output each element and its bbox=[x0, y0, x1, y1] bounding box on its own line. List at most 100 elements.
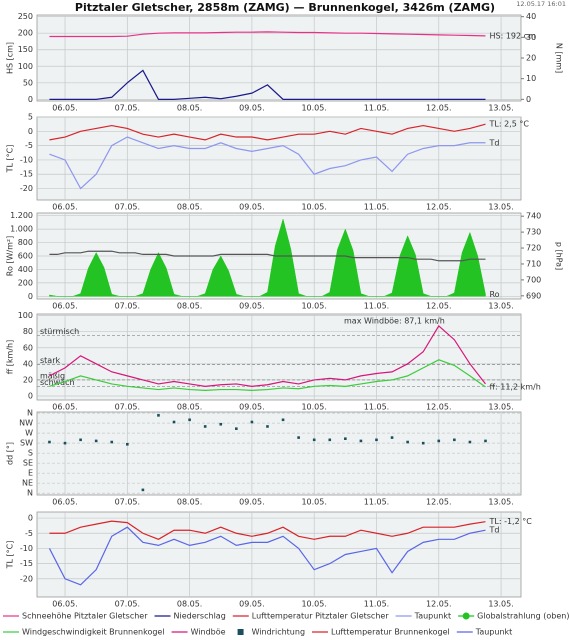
scatter-point bbox=[421, 441, 425, 445]
y-tick-label: -5 bbox=[25, 141, 33, 150]
x-tick-label: 10.05. bbox=[301, 600, 326, 609]
y2-tick-label: 720 bbox=[526, 244, 541, 253]
scatter-point bbox=[297, 436, 300, 439]
y-tick-label: -10 bbox=[20, 155, 33, 164]
x-tick-label: 07.05. bbox=[115, 104, 140, 113]
x-tick-label: 09.05. bbox=[239, 498, 264, 507]
scatter-point bbox=[344, 437, 347, 441]
x-tick-label: 12.05. bbox=[426, 600, 451, 609]
x-tick-label: 07.05. bbox=[115, 600, 140, 609]
legend-label: Windgeschwindigkeit Brunnenkogel bbox=[22, 628, 165, 637]
x-tick-label: 11.05. bbox=[364, 498, 389, 507]
y-axis-label: dd [°] bbox=[6, 442, 15, 465]
scatter-point bbox=[359, 439, 363, 443]
scatter-point bbox=[235, 427, 238, 430]
y-axis-label: ff [km/h] bbox=[6, 340, 15, 375]
y-tick-label: 5 bbox=[28, 113, 33, 122]
line bbox=[48, 526, 486, 586]
x-tick-label: 10.05. bbox=[301, 498, 326, 507]
legend-label: Lufttemperatur Brunnenkogel bbox=[331, 628, 450, 637]
max-label: max Windböe: 87,1 km/h bbox=[344, 316, 445, 325]
scatter-point bbox=[453, 438, 456, 442]
x-tick-label: 08.05. bbox=[177, 498, 202, 507]
end-label: TL: -1,2 °C bbox=[488, 517, 532, 526]
y-tick-label: 0 bbox=[28, 514, 33, 523]
y2-tick-label: 20 bbox=[526, 54, 536, 63]
legend-marker bbox=[237, 629, 244, 635]
end-label: TL: 2,5 °C bbox=[488, 120, 529, 129]
line bbox=[49, 31, 486, 38]
x-tick-label: 11.05. bbox=[364, 600, 389, 609]
line bbox=[49, 123, 486, 141]
y-tick-label: E bbox=[28, 469, 33, 478]
y2-axis-label: N [mm] bbox=[555, 43, 564, 73]
scatter-point bbox=[172, 420, 176, 424]
y-tick-label: 150 bbox=[18, 45, 33, 54]
x-tick-label: 13.05. bbox=[488, 203, 513, 212]
x-tick-label: 09.05. bbox=[239, 203, 264, 212]
legend-label: Taupunkt bbox=[414, 612, 452, 621]
y-tick-label: 1.000 bbox=[10, 225, 33, 234]
scatter-point bbox=[157, 414, 160, 417]
x-tick-label: 06.05. bbox=[52, 104, 77, 113]
legend-label: Schneehöhe Pitztaler Gletscher bbox=[22, 612, 148, 621]
y-tick-label: 50 bbox=[23, 78, 33, 87]
y-tick-label: 600 bbox=[18, 252, 33, 261]
y-tick-label: W bbox=[25, 429, 33, 438]
legend-label: Taupunkt bbox=[475, 628, 513, 637]
x-tick-label: 12.05. bbox=[426, 498, 451, 507]
x-tick-label: 08.05. bbox=[177, 600, 202, 609]
scatter-point bbox=[48, 440, 51, 444]
scatter-point bbox=[203, 425, 207, 428]
y2-tick-label: 30 bbox=[526, 33, 536, 42]
reference-label: stürmisch bbox=[40, 327, 79, 336]
x-tick-label: 12.05. bbox=[426, 203, 451, 212]
y-tick-label: 20 bbox=[23, 375, 33, 384]
area bbox=[49, 218, 486, 297]
scatter-point bbox=[266, 425, 269, 428]
line bbox=[49, 250, 486, 262]
scatter-point bbox=[468, 440, 472, 444]
y-tick-label: 60 bbox=[23, 343, 33, 352]
scatter-point bbox=[94, 439, 98, 443]
scatter-point bbox=[63, 441, 67, 445]
line bbox=[49, 136, 486, 190]
x-tick-label: 09.05. bbox=[239, 403, 264, 412]
plot-area bbox=[36, 14, 522, 102]
y-tick-label: 0 bbox=[28, 391, 33, 400]
legend-label: Niederschlag bbox=[174, 612, 226, 621]
plot-area bbox=[36, 313, 522, 401]
plot-area bbox=[36, 116, 522, 201]
y-tick-label: -20 bbox=[20, 574, 33, 583]
y-tick-label: NE bbox=[22, 479, 33, 488]
y-tick-label: 0 bbox=[28, 95, 33, 104]
y-tick-label: 400 bbox=[18, 265, 33, 274]
legend-marker bbox=[462, 612, 470, 620]
y2-tick-label: 740 bbox=[526, 212, 541, 221]
end-label: Ro bbox=[489, 290, 499, 299]
y-axis-label: HS [cm] bbox=[6, 42, 15, 74]
scatter-point bbox=[110, 440, 114, 444]
scatter-point bbox=[141, 488, 145, 492]
y-axis-label: TL [°C] bbox=[6, 145, 15, 174]
x-tick-label: 06.05. bbox=[52, 302, 77, 311]
timestamp: 12.05.17 16:01 bbox=[516, 0, 566, 8]
x-tick-label: 10.05. bbox=[301, 104, 326, 113]
x-tick-label: 13.05. bbox=[488, 498, 513, 507]
end-label: Td bbox=[488, 138, 499, 147]
y-tick-label: S bbox=[28, 449, 33, 458]
legend-label: Lufttemperatur Pitztaler Gletscher bbox=[252, 612, 390, 621]
end-label: HS: 192 cm bbox=[489, 31, 536, 40]
x-tick-label: 09.05. bbox=[239, 302, 264, 311]
x-tick-label: 09.05. bbox=[239, 600, 264, 609]
x-tick-label: 13.05. bbox=[488, 302, 513, 311]
scatter-point bbox=[406, 440, 409, 444]
y-tick-label: SE bbox=[23, 459, 33, 468]
y2-tick-label: 700 bbox=[526, 275, 541, 284]
x-tick-label: 10.05. bbox=[301, 203, 326, 212]
x-tick-label: 06.05. bbox=[52, 600, 77, 609]
y-tick-label: 800 bbox=[18, 238, 33, 247]
plot-area bbox=[36, 511, 522, 598]
scatter-point bbox=[79, 438, 82, 442]
